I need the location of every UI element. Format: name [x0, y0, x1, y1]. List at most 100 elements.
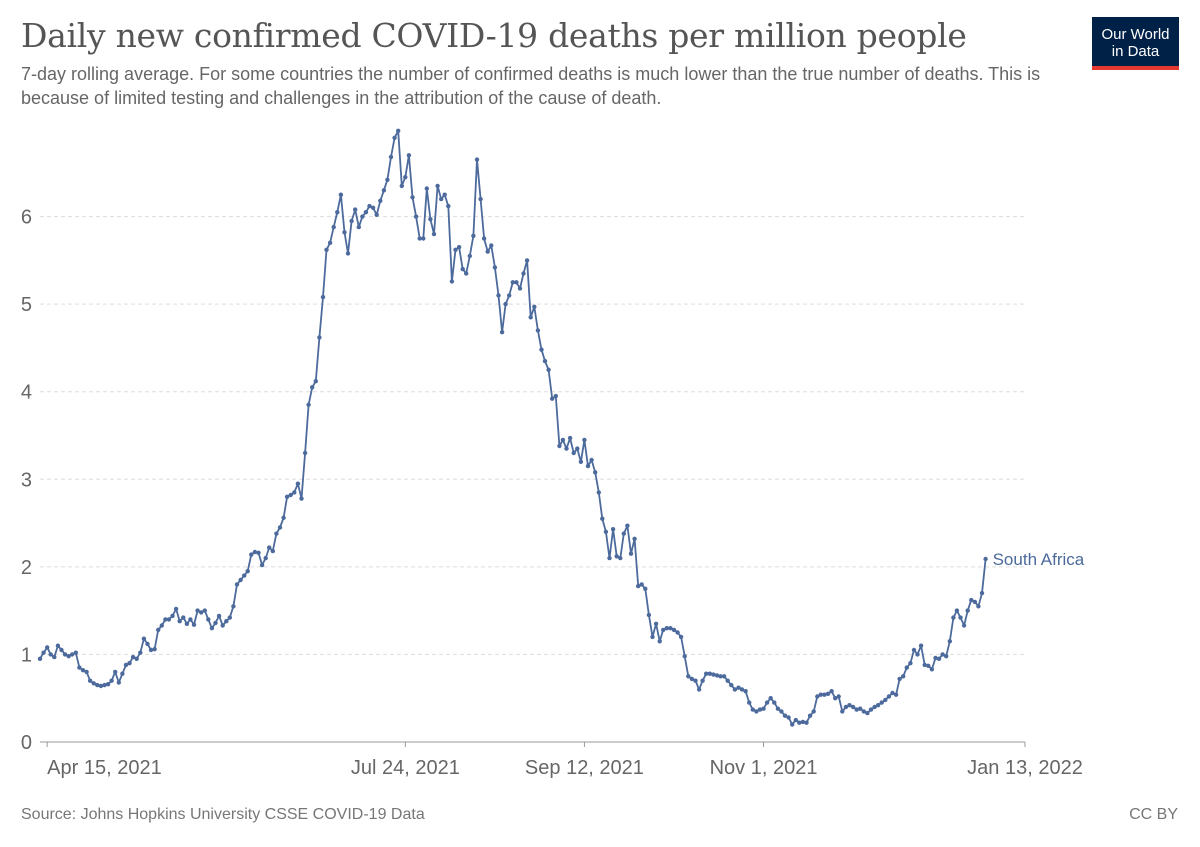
data-point[interactable] [578, 459, 584, 464]
data-point[interactable] [575, 446, 580, 451]
data-point[interactable] [800, 719, 806, 725]
data-point[interactable] [288, 492, 293, 498]
data-point[interactable] [70, 652, 75, 657]
data-point[interactable] [417, 236, 422, 241]
data-point[interactable] [818, 692, 823, 697]
data-point[interactable] [424, 186, 429, 191]
data-point[interactable] [360, 214, 365, 219]
data-point[interactable] [456, 245, 462, 250]
data-point[interactable] [37, 656, 43, 661]
data-point[interactable] [256, 550, 261, 555]
data-point[interactable] [983, 556, 988, 562]
data-point[interactable] [313, 379, 318, 384]
series-line[interactable] [39, 129, 987, 726]
data-point[interactable] [775, 706, 781, 711]
series-label[interactable]: South Africa [993, 550, 1085, 569]
data-point[interactable] [621, 531, 626, 536]
data-point[interactable] [281, 515, 286, 520]
data-point[interactable] [45, 645, 50, 650]
data-point[interactable] [610, 527, 616, 532]
data-point[interactable] [868, 707, 874, 712]
data-point[interactable] [363, 210, 369, 215]
data-point[interactable] [349, 218, 354, 224]
data-point[interactable] [861, 709, 866, 714]
data-point[interactable] [428, 217, 433, 222]
owid-logo[interactable]: Our World in Data [1092, 17, 1179, 70]
data-point[interactable] [754, 709, 759, 714]
data-point[interactable] [199, 610, 204, 615]
data-point[interactable] [807, 713, 813, 718]
data-point[interactable] [532, 304, 537, 309]
data-point[interactable] [625, 523, 630, 528]
data-point[interactable] [686, 674, 691, 679]
data-point[interactable] [73, 650, 79, 655]
data-point[interactable] [553, 393, 558, 399]
data-point[interactable] [471, 233, 476, 238]
data-point[interactable] [116, 680, 122, 685]
data-point[interactable] [872, 704, 877, 710]
data-point[interactable] [123, 662, 129, 668]
data-point[interactable] [535, 328, 541, 333]
data-point[interactable] [177, 619, 182, 624]
data-point[interactable] [718, 674, 723, 679]
data-point[interactable] [879, 700, 884, 705]
data-point[interactable] [310, 385, 315, 390]
data-point[interactable] [77, 665, 82, 670]
data-point[interactable] [936, 656, 942, 661]
data-point[interactable] [793, 717, 798, 723]
data-point[interactable] [238, 577, 243, 583]
data-point[interactable] [442, 192, 447, 197]
data-point[interactable] [750, 707, 755, 712]
data-point[interactable] [668, 626, 673, 631]
data-point[interactable] [761, 706, 766, 711]
data-point[interactable] [439, 196, 444, 202]
data-point[interactable] [517, 286, 523, 291]
data-point[interactable] [191, 622, 197, 627]
data-point[interactable] [886, 694, 892, 699]
data-point[interactable] [764, 700, 770, 705]
data-point[interactable] [485, 249, 490, 254]
data-point[interactable] [915, 652, 920, 657]
data-point[interactable] [170, 613, 175, 619]
data-point[interactable] [184, 621, 190, 626]
data-point[interactable] [933, 655, 938, 661]
data-point[interactable] [650, 634, 655, 640]
data-point[interactable] [98, 683, 104, 689]
data-point[interactable] [202, 608, 207, 613]
data-point[interactable] [596, 490, 601, 495]
data-point[interactable] [557, 443, 562, 449]
data-point[interactable] [582, 437, 587, 443]
data-point[interactable] [102, 682, 107, 688]
data-point[interactable] [657, 639, 662, 644]
data-point[interactable] [421, 236, 426, 241]
data-point[interactable] [474, 157, 480, 162]
data-point[interactable] [836, 694, 841, 699]
data-point[interactable] [747, 700, 752, 705]
data-point[interactable] [306, 402, 311, 407]
data-point[interactable] [163, 617, 168, 622]
data-point[interactable] [908, 661, 913, 666]
data-point[interactable] [138, 650, 143, 655]
data-point[interactable] [546, 367, 551, 372]
data-point[interactable] [263, 555, 268, 561]
data-point[interactable] [152, 647, 157, 652]
data-point[interactable] [327, 240, 333, 245]
data-point[interactable] [195, 608, 200, 613]
data-point[interactable] [944, 654, 949, 659]
data-point[interactable] [267, 545, 272, 550]
data-point[interactable] [385, 177, 390, 182]
data-point[interactable] [603, 529, 609, 534]
data-point[interactable] [302, 450, 308, 456]
data-point[interactable] [478, 196, 483, 202]
data-point[interactable] [499, 330, 505, 335]
data-point[interactable] [678, 634, 684, 640]
data-point[interactable] [460, 266, 465, 272]
data-point[interactable] [947, 639, 952, 644]
data-point[interactable] [249, 552, 254, 557]
data-point[interactable] [284, 494, 290, 499]
data-point[interactable] [62, 652, 68, 657]
data-point[interactable] [80, 668, 86, 673]
data-point[interactable] [721, 674, 727, 679]
data-point[interactable] [897, 676, 902, 682]
data-point[interactable] [782, 713, 788, 718]
